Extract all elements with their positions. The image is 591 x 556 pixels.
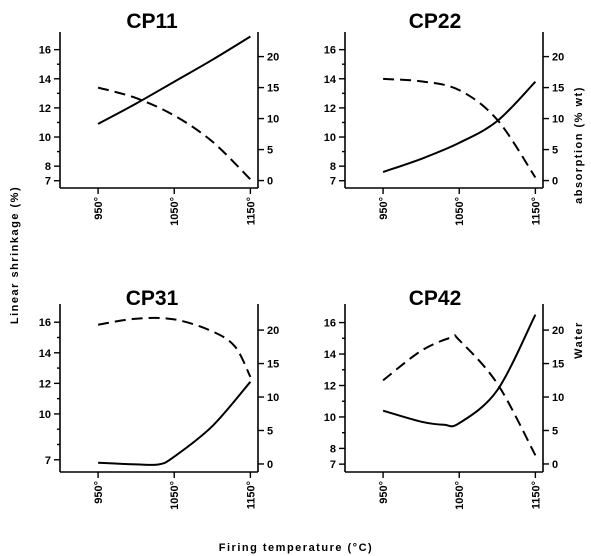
- right-y-tick-label: 15: [552, 83, 564, 95]
- left-y-axis-title: Linear shrinkage (%): [9, 186, 21, 324]
- chart-panel-4: CP42 7 8 10 12 14 16 0 5 10 15 20 950° 1050° 1150°: [324, 287, 565, 510]
- x-tick-label: 1050°: [454, 481, 466, 510]
- right-y-tick-label: 5: [552, 145, 558, 157]
- left-y-tick-label: 7: [330, 176, 336, 188]
- right-y-tick-label: 20: [552, 325, 564, 337]
- x-axis-title: Firing temperature (°C): [219, 542, 373, 554]
- chart-title: CP11: [126, 10, 178, 33]
- right-y-tick-label: 0: [552, 459, 558, 471]
- left-y-tick-label: 14: [324, 74, 337, 86]
- x-tick-label: 1150°: [245, 197, 257, 225]
- x-tick-label: 1150°: [530, 481, 542, 509]
- right-y-tick-label: 10: [267, 392, 279, 404]
- chart-panel-2: CP22 7 8 10 12 14 16 0 5 10 15 20 950° 1050° 1150°: [324, 10, 565, 226]
- left-y-tick-label: 7: [45, 455, 51, 467]
- x-tick-label: 1150°: [530, 197, 542, 225]
- right-y-tick-label: 20: [267, 52, 279, 64]
- left-y-tick-label: 12: [39, 103, 51, 115]
- left-y-tick-label: 8: [330, 443, 336, 455]
- right-y-tick-label: 15: [267, 83, 279, 95]
- left-y-tick-label: 7: [45, 176, 51, 188]
- right-y-tick-label: 0: [267, 176, 273, 188]
- x-tick-label: 1050°: [169, 481, 181, 510]
- chart-title: CP31: [126, 287, 179, 310]
- left-y-tick-label: 10: [39, 132, 51, 144]
- left-y-tick-label: 16: [39, 45, 51, 57]
- x-tick-label: 1050°: [454, 197, 466, 226]
- left-y-tick-label: 16: [39, 317, 51, 329]
- right-y-tick-label: 5: [267, 425, 273, 437]
- right-y-tick-label: 15: [552, 359, 564, 371]
- x-tick-label: 950°: [378, 481, 390, 504]
- left-y-tick-label: 10: [324, 412, 336, 424]
- x-tick-label: 1050°: [169, 197, 181, 226]
- right-y-tick-label: 5: [267, 145, 273, 157]
- linear-shrinkage-line: [98, 381, 252, 466]
- left-y-tick-label: 12: [324, 380, 336, 392]
- x-tick-label: 950°: [93, 197, 105, 220]
- left-y-tick-label: 14: [39, 348, 52, 360]
- right-y-tick-label: 20: [552, 52, 564, 64]
- left-y-tick-label: 14: [324, 349, 337, 361]
- linear-shrinkage-line: [382, 314, 537, 428]
- right-y-tick-label: 0: [267, 459, 273, 471]
- chart-title: CP42: [409, 287, 462, 310]
- left-y-tick-label: 7: [330, 459, 336, 471]
- right-y-tick-label: 10: [552, 392, 564, 404]
- left-y-tick-label: 10: [39, 409, 51, 421]
- water-absorption-line: [97, 316, 252, 378]
- linear-shrinkage-line: [382, 80, 537, 173]
- x-tick-label: 950°: [378, 197, 390, 220]
- linear-shrinkage-line: [97, 35, 251, 125]
- chart-panel-1: CP11 7 8 10 12 14 16 0 5 10 15 20 950° 1050° 1150°: [39, 10, 280, 226]
- right-y-axis-title-part2: absorption (% wt): [573, 86, 585, 204]
- left-y-tick-label: 12: [39, 378, 51, 390]
- left-y-tick-label: 12: [324, 103, 336, 115]
- right-y-tick-label: 20: [267, 325, 279, 337]
- right-y-tick-label: 10: [267, 114, 279, 126]
- x-tick-label: 1150°: [245, 481, 257, 509]
- left-y-tick-label: 16: [324, 45, 336, 57]
- right-y-tick-label: 10: [552, 114, 564, 126]
- x-tick-label: 950°: [93, 481, 105, 504]
- right-y-tick-label: 5: [552, 425, 558, 437]
- left-y-tick-label: 14: [39, 74, 52, 86]
- left-y-tick-label: 8: [45, 161, 51, 173]
- right-y-tick-label: 15: [267, 359, 279, 371]
- left-y-tick-label: 10: [324, 132, 336, 144]
- water-absorption-line: [97, 86, 252, 181]
- right-y-axis-title-part1: Water: [573, 321, 585, 359]
- left-y-tick-label: 8: [330, 161, 336, 173]
- chart-panel-3: CP31 7 10 12 14 16 0 5 10 15 20 950° 1050° 1150°: [39, 287, 280, 510]
- chart-title: CP22: [409, 10, 462, 33]
- water-absorption-line: [382, 334, 537, 456]
- water-absorption-line: [383, 77, 537, 179]
- left-y-tick-label: 16: [324, 318, 336, 330]
- right-y-tick-label: 0: [552, 176, 558, 188]
